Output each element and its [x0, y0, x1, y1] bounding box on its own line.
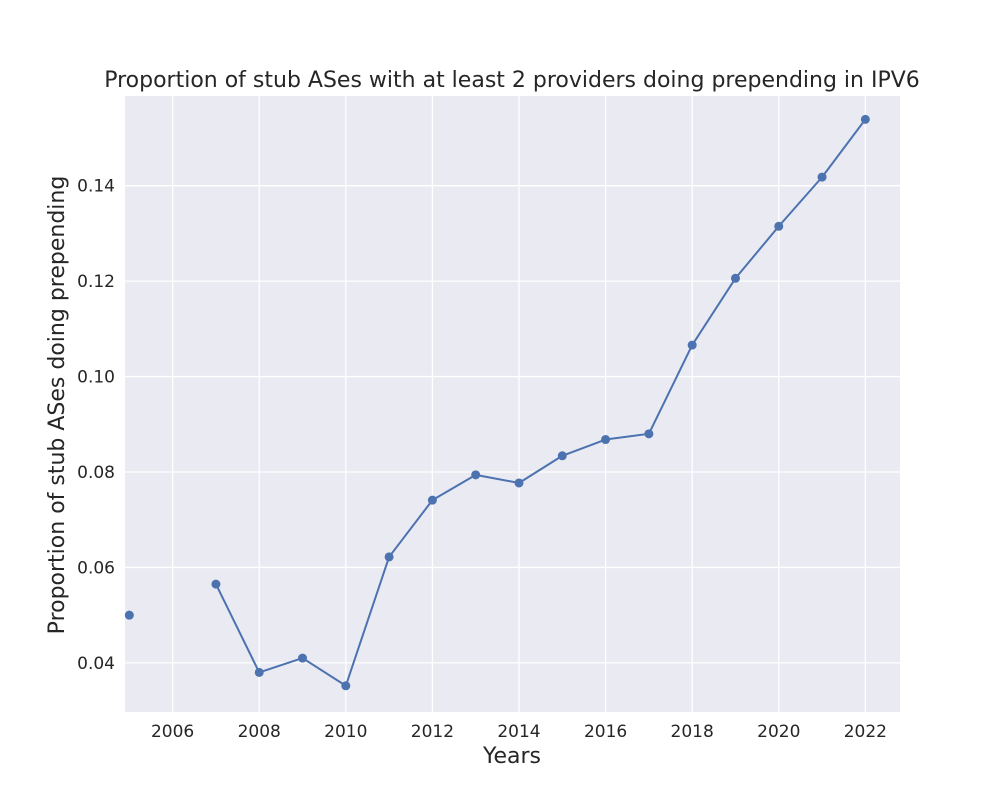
data-point [254, 667, 264, 677]
series-line-group [215, 118, 867, 687]
y-tick-labels: 0.04 0.06 0.08 0.10 0.12 0.14 [77, 177, 115, 674]
vertical-gridlines [171, 96, 867, 712]
x-tick-label: 2010 [324, 722, 367, 742]
x-tick-label: 2022 [844, 722, 887, 742]
x-tick-label: 2008 [238, 722, 281, 742]
data-point [341, 681, 351, 691]
data-point [471, 470, 481, 480]
x-tick-label: 2014 [497, 722, 540, 742]
data-point [730, 273, 740, 283]
x-tick-label: 2016 [584, 722, 627, 742]
y-tick-label: 0.10 [77, 368, 115, 388]
data-point [774, 221, 784, 231]
data-point [601, 435, 611, 445]
data-point [427, 495, 437, 505]
x-tick-label: 2018 [671, 722, 714, 742]
data-point [124, 610, 134, 620]
y-tick-label: 0.14 [77, 177, 115, 197]
horizontal-gridlines [125, 185, 900, 664]
data-point [817, 172, 827, 182]
plot-area-background [125, 96, 900, 712]
y-tick-label: 0.06 [77, 558, 115, 578]
chart-title: Proportion of stub ASes with at least 2 … [104, 68, 920, 93]
data-point [514, 478, 524, 488]
data-point [644, 429, 654, 439]
x-tick-labels: 2006 2008 2010 2012 2014 2016 2018 2020 2022 [151, 722, 887, 742]
data-point [687, 340, 697, 350]
y-tick-label: 0.04 [77, 654, 115, 674]
series-line [215, 118, 867, 687]
data-point [384, 552, 394, 562]
data-point [557, 451, 567, 461]
y-tick-label: 0.08 [77, 463, 115, 483]
y-tick-label: 0.12 [77, 272, 115, 292]
data-point [860, 114, 870, 124]
x-tick-label: 2012 [411, 722, 454, 742]
data-point [211, 579, 221, 589]
series-points-group [124, 114, 870, 691]
y-axis-label: Proportion of stub ASes doing prepending [45, 176, 70, 635]
x-axis-label: Years [482, 744, 541, 769]
x-tick-label: 2006 [151, 722, 194, 742]
data-point [298, 653, 308, 663]
x-tick-label: 2020 [757, 722, 800, 742]
